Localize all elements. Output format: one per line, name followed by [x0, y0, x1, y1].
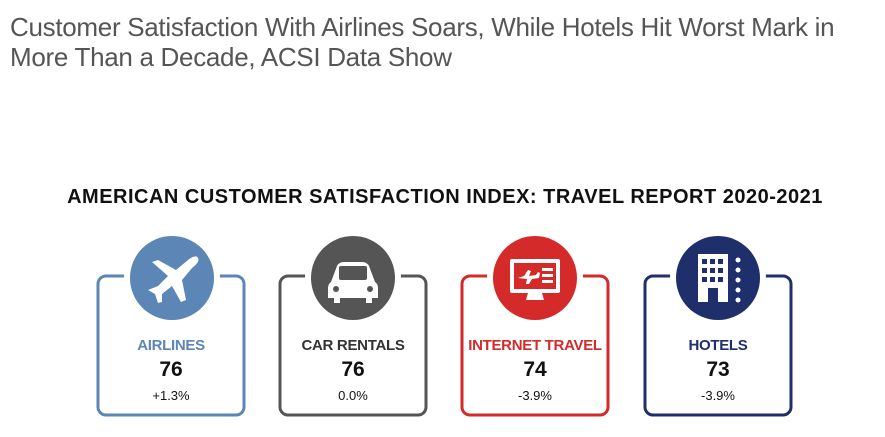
- report-title: AMERICAN CUSTOMER SATISFACTION INDEX: TR…: [67, 186, 823, 208]
- card-label: AIRLINES: [137, 337, 205, 354]
- card-label: INTERNET TRAVEL: [468, 337, 602, 354]
- car-light: [367, 286, 373, 292]
- card-score: 74: [523, 358, 547, 381]
- card: INTERNET TRAVEL 74 -3.9%: [460, 230, 610, 417]
- text-line: [542, 268, 553, 271]
- card-change: -3.9%: [701, 388, 735, 403]
- card-change: 0.0%: [338, 388, 368, 403]
- car-light: [333, 286, 339, 292]
- car-window: [339, 266, 367, 280]
- stars: [735, 257, 741, 303]
- text-line: [542, 280, 553, 283]
- card-change: +1.3%: [152, 388, 190, 403]
- card-label: CAR RENTALS: [301, 337, 404, 354]
- card-score: 76: [341, 358, 364, 381]
- monitor-stand: [526, 293, 544, 300]
- airplane-icon: [148, 256, 199, 303]
- card-score: 73: [706, 358, 729, 381]
- building-windows: [702, 259, 723, 302]
- card: AIRLINES 76 +1.3%: [96, 230, 246, 417]
- card-score: 76: [159, 358, 182, 381]
- plane-mini: [518, 270, 540, 284]
- card: CAR RENTALS 76 0.0%: [278, 230, 428, 417]
- card: HOTELS 73 -3.9%: [643, 230, 793, 417]
- headline: Customer Satisfaction With Airlines Soar…: [10, 12, 835, 72]
- card-label: HOTELS: [688, 337, 747, 354]
- card-change: -3.9%: [518, 388, 552, 403]
- text-line: [542, 274, 553, 277]
